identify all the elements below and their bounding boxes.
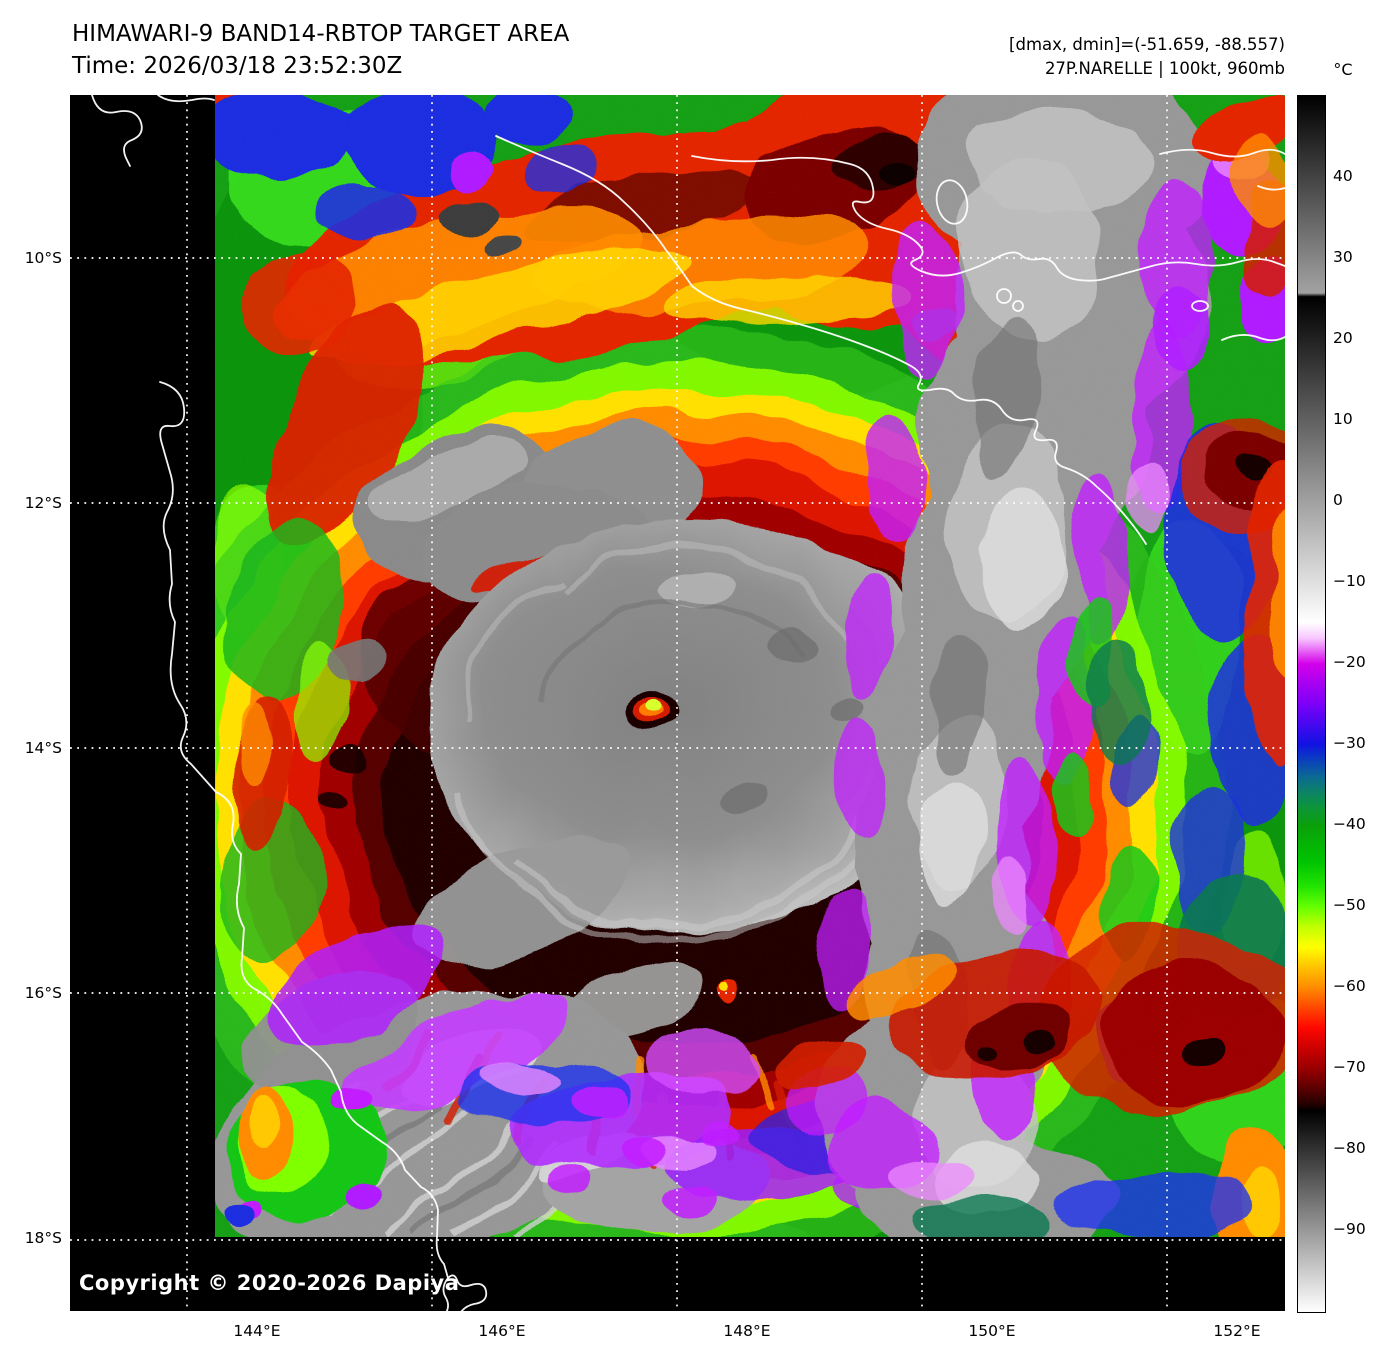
lon-tick-label: 146°E: [478, 1322, 526, 1340]
copyright-label: Copyright © 2020-2026 Dapiya: [79, 1271, 460, 1295]
lon-tick-label: 152°E: [1213, 1322, 1261, 1340]
colorbar-unit-label: °C: [1333, 60, 1353, 79]
lat-tick-label: 14°S: [24, 739, 62, 757]
colorbar-tick-label: 20: [1333, 329, 1353, 347]
colorbar-tick-label: −70: [1333, 1058, 1366, 1076]
dmax-dmin-label: [dmax, dmin]=(-51.659, -88.557): [1009, 35, 1285, 54]
colorbar-tick-label: −40: [1333, 815, 1366, 833]
colorbar-tick-label: 30: [1333, 248, 1353, 266]
colorbar-tick-label: 10: [1333, 410, 1353, 428]
lon-tick-label: 144°E: [233, 1322, 281, 1340]
colorbar-tick-label: −20: [1333, 653, 1366, 671]
lon-tick-label: 150°E: [968, 1322, 1016, 1340]
colorbar-tick-label: 40: [1333, 167, 1353, 185]
colorbar-tick-label: 0: [1333, 491, 1343, 509]
lat-tick-label: 16°S: [24, 984, 62, 1002]
lat-tick-label: 18°S: [24, 1229, 62, 1247]
noise-texture: [215, 95, 1285, 1237]
grid-lines: [70, 95, 1285, 1311]
timestamp-label: Time: 2026/03/18 23:52:30Z: [72, 53, 403, 79]
ir-imagery: [215, 95, 1285, 1237]
colorbar-tick-label: −10: [1333, 572, 1366, 590]
colorbar-gradient: [1297, 95, 1326, 1313]
page-title: HIMAWARI-9 BAND14-RBTOP TARGET AREA: [72, 21, 570, 47]
satellite-image: [70, 95, 1285, 1311]
lon-tick-label: 148°E: [723, 1322, 771, 1340]
colorbar-tick-label: −80: [1333, 1139, 1366, 1157]
map-area: Copyright © 2020-2026 Dapiya: [70, 95, 1285, 1311]
lat-tick-label: 10°S: [24, 249, 62, 267]
colorbar-tick-label: −30: [1333, 734, 1366, 752]
lat-tick-label: 12°S: [24, 494, 62, 512]
storm-info-label: 27P.NARELLE | 100kt, 960mb: [1044, 59, 1285, 78]
colorbar-tick-label: −60: [1333, 977, 1366, 995]
colorbar-tick-label: −90: [1333, 1220, 1366, 1238]
coastlines: [91, 95, 1285, 1311]
colorbar-tick-label: −50: [1333, 896, 1366, 914]
